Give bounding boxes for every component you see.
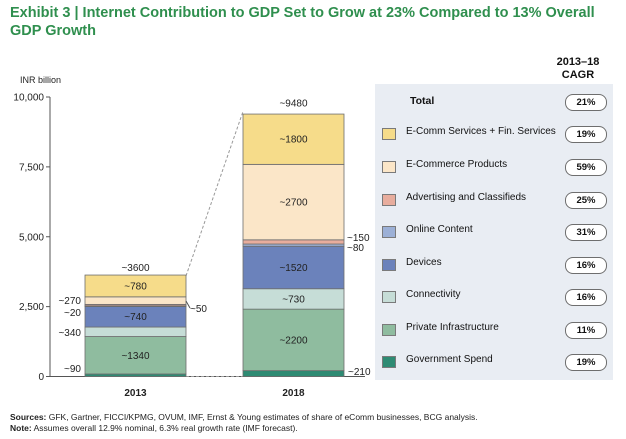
footer-sources-text: GFK, Gartner, FICCI/KPMG, OVUM, IMF, Ern… [46, 412, 478, 422]
legend-swatch [382, 226, 396, 238]
legend-label: Advertising and Classifieds [406, 192, 527, 203]
legend-label: E-Commerce Products [406, 159, 508, 170]
legend-swatch [382, 291, 396, 303]
bar-segment [84, 296, 187, 305]
legend-label: Connectivity [406, 289, 461, 300]
y-tick-label: 0 [38, 372, 44, 383]
cagr-header-label: CAGR [561, 69, 595, 81]
cagr-advertising: 25% [565, 192, 607, 209]
data-label: ~1520 [279, 263, 308, 274]
footer-sources: Sources: GFK, Gartner, FICCI/KPMG, OVUM,… [10, 412, 620, 423]
legend-total-label: Total [410, 95, 435, 107]
total-label: ~3600 [121, 263, 150, 274]
x-category-label: 2013 [124, 388, 147, 399]
cagr-header: 2013–18 CAGR [548, 56, 608, 82]
legend-item-government-spend: Government Spend [382, 353, 612, 369]
legend-item-ecomm-services: E-Comm Services + Fin. Services [382, 125, 612, 141]
bar-segment [242, 370, 345, 377]
legend-label: Private Infrastructure [406, 322, 499, 333]
legend-item-connectivity: Connectivity [382, 288, 612, 304]
bar-segment [84, 326, 187, 337]
legend-label: E-Comm Services + Fin. Services [406, 126, 556, 137]
y-tick-label: 5,000 [19, 232, 44, 243]
footer-sources-label: Sources: [10, 412, 47, 422]
cagr-ecomm-services: 19% [565, 126, 607, 143]
legend-swatch [382, 356, 396, 368]
leader-line [185, 300, 191, 309]
cagr-online-content: 31% [565, 224, 607, 241]
data-label: ~2700 [279, 198, 308, 209]
data-label: ~270 [58, 296, 81, 307]
data-label: ~150 [347, 233, 370, 244]
legend-item-devices: Devices [382, 256, 612, 272]
legend-swatch [382, 259, 396, 271]
data-label: ~90 [64, 364, 81, 375]
data-label: ~1340 [121, 351, 150, 362]
connector-line-top [185, 111, 244, 277]
footer-note: Note: Assumes overall 12.9% nominal, 6.3… [10, 423, 620, 434]
total-label: ~9480 [279, 99, 308, 110]
data-label: ~730 [282, 294, 305, 305]
y-tick-label: 7,500 [19, 162, 44, 173]
bar-segment [242, 113, 345, 165]
legend-item-private-infrastructure: Private Infrastructure [382, 321, 612, 337]
footer-note-text: Assumes overall 12.9% nominal, 6.3% real… [31, 422, 298, 433]
legend-swatch [382, 161, 396, 173]
legend-swatch [382, 128, 396, 140]
data-label: ~50 [190, 304, 207, 315]
legend-swatch [382, 194, 396, 206]
cagr-connectivity: 16% [565, 289, 607, 306]
bar-segment [242, 245, 345, 290]
data-label: ~20 [64, 308, 81, 319]
legend-item-ecommerce-products: E-Commerce Products [382, 158, 612, 174]
bar-segment [84, 274, 187, 298]
footer-note-label: Note: [10, 422, 32, 433]
legend-item-online-content: Online Content [382, 223, 612, 239]
y-axis-unit-label: INR billion [20, 75, 62, 85]
legend-swatch [382, 324, 396, 336]
data-label: ~780 [124, 281, 147, 292]
footer: Sources: GFK, Gartner, FICCI/KPMG, OVUM,… [10, 412, 620, 433]
legend-label: Devices [406, 257, 442, 268]
bar-segment [242, 239, 345, 245]
x-category-label: 2018 [282, 388, 305, 399]
legend-label: Government Spend [406, 354, 493, 365]
y-tick-label: 2,500 [19, 302, 44, 313]
data-label: ~340 [58, 328, 81, 339]
data-label: ~740 [124, 312, 147, 323]
data-label: ~2200 [279, 335, 308, 346]
cagr-header-years: 2013–18 [556, 56, 600, 68]
cagr-private-infrastructure: 11% [565, 322, 607, 339]
chart-title: Exhibit 3 | Internet Contribution to GDP… [10, 5, 595, 39]
bar-segment [242, 163, 345, 241]
data-label: ~1800 [279, 135, 308, 146]
data-label: ~80 [347, 243, 364, 254]
legend-label: Online Content [406, 224, 473, 235]
y-tick-label: 10,000 [13, 93, 44, 104]
legend-total-cagr: 21% [565, 94, 607, 111]
cagr-ecommerce-products: 59% [565, 159, 607, 176]
data-label: ~210 [348, 367, 371, 378]
legend-item-advertising: Advertising and Classifieds [382, 191, 612, 207]
cagr-devices: 16% [565, 257, 607, 274]
cagr-government-spend: 19% [565, 354, 607, 371]
